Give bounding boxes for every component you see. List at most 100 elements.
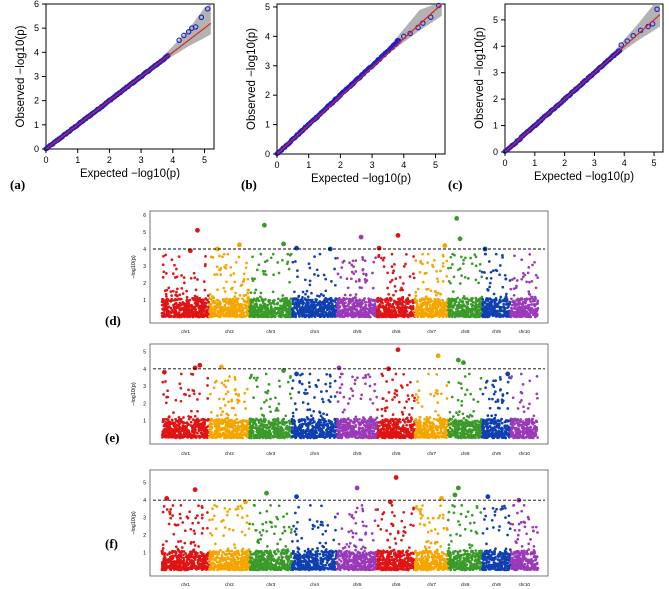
snp-point [162, 309, 166, 312]
snp-point [414, 291, 418, 294]
snp-point [242, 314, 246, 318]
snp-point [231, 426, 235, 430]
x-tick-label: 2 [562, 158, 567, 168]
snp-point [387, 299, 390, 302]
snp-point [214, 424, 218, 428]
snp-point [513, 254, 516, 258]
snp-point [209, 309, 213, 313]
snp-point [213, 307, 217, 311]
snp-point [493, 312, 497, 316]
snp-point [526, 313, 530, 317]
snp-point [440, 306, 444, 309]
snp-point [180, 313, 184, 316]
x-axis-title: Expected −log10(p) [311, 173, 411, 185]
snp-point [343, 293, 347, 297]
snp-point [263, 260, 267, 264]
snp-point [218, 432, 222, 435]
snp-peak [261, 222, 267, 228]
snp-point [426, 312, 430, 316]
snp-point [215, 418, 218, 421]
snp-point [261, 299, 264, 303]
snp-point [212, 433, 216, 437]
snp-point [267, 420, 271, 423]
snp-point [234, 308, 238, 311]
snp-point [165, 295, 168, 298]
snp-point [206, 384, 209, 387]
snp-point [337, 297, 341, 301]
snp-point [251, 314, 254, 318]
snp-point [510, 297, 513, 301]
snp-point [525, 280, 528, 284]
snp-point [161, 263, 165, 267]
snp-point [164, 422, 168, 425]
snp-point [245, 304, 248, 307]
snp-point [297, 302, 301, 306]
snp-point [165, 272, 168, 275]
snp-point [528, 293, 532, 296]
snp-point [441, 298, 444, 302]
snp-point [244, 427, 248, 430]
snp-point [194, 309, 197, 313]
snp-point [297, 311, 301, 314]
snp-point [285, 310, 289, 313]
snp-point [533, 260, 536, 264]
snp-point [240, 420, 244, 424]
snp-point [358, 298, 362, 302]
snp-point [312, 311, 316, 315]
snp-point [242, 311, 245, 315]
snp-point [215, 273, 219, 276]
snp-point [164, 380, 167, 383]
snp-point [489, 270, 493, 274]
snp-point [343, 306, 346, 309]
snp-point [209, 422, 213, 426]
snp-point [216, 422, 220, 425]
snp-point [192, 271, 196, 275]
qq-point [165, 53, 171, 59]
snp-point [392, 293, 395, 297]
snp-point [439, 269, 442, 273]
snp-point [504, 277, 508, 281]
snp-point [286, 252, 290, 256]
snp-point [168, 310, 172, 314]
snp-point [262, 272, 266, 276]
snp-point [247, 295, 250, 299]
snp-point [362, 298, 366, 302]
snp-point [404, 308, 408, 312]
snp-point [164, 292, 168, 296]
snp-point [361, 268, 365, 271]
snp-point [243, 391, 247, 395]
snp-point [285, 262, 289, 266]
snp-point [491, 312, 494, 315]
y-tick-label: 6 [34, 0, 39, 9]
snp-point [264, 298, 267, 301]
snp-peak [281, 241, 286, 247]
snp-point [458, 303, 462, 307]
snp-point [515, 307, 518, 310]
snp-point [405, 302, 408, 305]
snp-point [462, 294, 466, 298]
snp-point [226, 309, 230, 313]
snp-point [300, 308, 303, 312]
snp-point [474, 255, 478, 259]
snp-point [436, 291, 440, 295]
snp-point [209, 418, 213, 422]
snp-point [462, 315, 466, 319]
snp-point [399, 298, 403, 301]
snp-point [382, 314, 385, 317]
snp-point [228, 297, 232, 301]
snp-point [291, 302, 295, 306]
chromosome-label: chr7 [427, 329, 436, 334]
snp-point [232, 406, 236, 410]
snp-point [177, 297, 181, 301]
snp-point [230, 419, 234, 422]
snp-point [342, 296, 345, 300]
snp-point [243, 424, 247, 428]
x-tick-label: 5 [652, 158, 657, 168]
x-axis-title: Expected −log10(p) [534, 171, 634, 183]
snp-point [246, 291, 250, 295]
snp-point [259, 252, 263, 256]
snp-point [344, 301, 347, 305]
snp-point [494, 297, 498, 300]
snp-point [178, 313, 182, 317]
snp-point [216, 301, 219, 305]
